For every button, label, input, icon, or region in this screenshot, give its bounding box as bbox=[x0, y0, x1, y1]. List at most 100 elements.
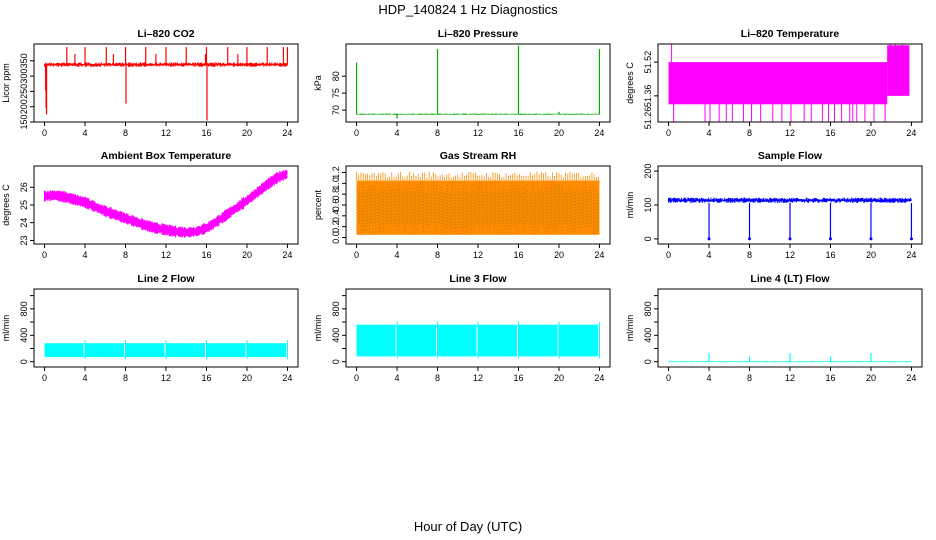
x-tick-label: 0 bbox=[42, 250, 47, 260]
y-tick-label: 0 bbox=[643, 359, 653, 364]
plot-area bbox=[44, 47, 289, 121]
plot-area bbox=[356, 171, 600, 235]
x-tick-label: 16 bbox=[201, 373, 211, 383]
x-tick-label: 24 bbox=[906, 128, 916, 138]
y-tick-label: 0 bbox=[19, 359, 29, 364]
x-tick-label: 16 bbox=[513, 128, 523, 138]
x-tick-label: 16 bbox=[201, 128, 211, 138]
x-tick-label: 0 bbox=[354, 250, 359, 260]
y-tick-label: 24 bbox=[19, 218, 29, 228]
panel-title: Line 2 Flow bbox=[137, 273, 195, 285]
x-tick-label: 0 bbox=[354, 373, 359, 383]
y-tick-label: 1.2 bbox=[331, 166, 341, 179]
x-tick-label: 8 bbox=[747, 128, 752, 138]
x-tick-label: 20 bbox=[866, 373, 876, 383]
x-tick-label: 12 bbox=[473, 128, 483, 138]
x-tick-label: 4 bbox=[395, 373, 400, 383]
y-axis-label: ml/min bbox=[313, 315, 323, 342]
x-tick-label: 8 bbox=[123, 250, 128, 260]
x-tick-label: 20 bbox=[866, 250, 876, 260]
plot-area bbox=[44, 340, 288, 360]
x-tick-label: 4 bbox=[395, 250, 400, 260]
panel-title: Line 3 Flow bbox=[449, 273, 507, 285]
plot-area bbox=[668, 197, 913, 241]
y-tick-label: 0.2 bbox=[331, 220, 341, 233]
x-tick-label: 16 bbox=[825, 373, 835, 383]
x-tick-label: 16 bbox=[513, 373, 523, 383]
y-tick-label: 70 bbox=[331, 105, 341, 115]
y-axis-label: percent bbox=[313, 189, 323, 220]
y-tick-label: 1.0 bbox=[331, 177, 341, 190]
y-axis-label: ml/min bbox=[625, 192, 635, 219]
x-tick-label: 8 bbox=[747, 250, 752, 260]
panel-6: Sample Flow ml/min 0 4 8 12 16 20 24 0 100 200 bbox=[625, 150, 923, 260]
y-tick-label: 0.4 bbox=[331, 210, 341, 223]
y-tick-label: 0.6 bbox=[331, 199, 341, 212]
x-tick-label: 4 bbox=[707, 250, 712, 260]
panel-title: Li–820 Temperature bbox=[741, 28, 840, 40]
x-tick-label: 0 bbox=[666, 373, 671, 383]
y-tick-label: 0.8 bbox=[331, 188, 341, 201]
plot-frame bbox=[345, 43, 611, 123]
dip-point bbox=[869, 237, 873, 241]
figure-xlabel: Hour of Day (UTC) bbox=[414, 519, 522, 534]
x-tick-label: 8 bbox=[747, 373, 752, 383]
series-band bbox=[668, 62, 888, 105]
x-tick-label: 8 bbox=[123, 128, 128, 138]
x-tick-label: 4 bbox=[395, 128, 400, 138]
x-tick-label: 20 bbox=[866, 128, 876, 138]
y-tick-label: 23 bbox=[19, 235, 29, 245]
dip-point bbox=[707, 237, 711, 241]
x-tick-label: 16 bbox=[825, 250, 835, 260]
x-tick-label: 20 bbox=[554, 128, 564, 138]
x-tick-label: 24 bbox=[906, 250, 916, 260]
y-tick-label: 0 bbox=[643, 236, 653, 241]
plot-area bbox=[44, 169, 288, 238]
y-tick-label: 51.26 bbox=[643, 107, 653, 130]
series-band bbox=[887, 45, 910, 96]
y-tick-label: 51.36 bbox=[643, 85, 653, 108]
panel-title: Li–820 CO2 bbox=[137, 28, 194, 40]
x-tick-label: 16 bbox=[201, 250, 211, 260]
x-tick-label: 24 bbox=[282, 250, 292, 260]
y-tick-label: 150 bbox=[19, 114, 29, 129]
panel-2: Li–820 Pressure kPa 0 4 8 12 16 20 24 70 75 80 bbox=[313, 28, 611, 138]
y-tick-label: 75 bbox=[331, 88, 341, 98]
dip-point bbox=[828, 237, 832, 241]
y-tick-label: 400 bbox=[331, 328, 341, 343]
y-tick-label: 800 bbox=[643, 301, 653, 316]
y-tick-label: 80 bbox=[331, 71, 341, 81]
panel-8: Line 3 Flow ml/min 0 4 8 12 16 20 24 0 400 800 bbox=[313, 273, 611, 383]
x-tick-label: 4 bbox=[707, 373, 712, 383]
x-tick-label: 12 bbox=[473, 373, 483, 383]
y-axis-label: ml/min bbox=[625, 315, 635, 342]
panel-5: Gas Stream RH percent 0 4 8 12 16 20 24 0.00.20.4… bbox=[313, 150, 611, 260]
x-tick-label: 12 bbox=[785, 250, 795, 260]
figure-title: HDP_140824 1 Hz Diagnostics bbox=[378, 2, 558, 17]
series-band bbox=[44, 169, 288, 238]
x-tick-label: 12 bbox=[161, 373, 171, 383]
plot-area bbox=[668, 353, 912, 363]
x-tick-label: 24 bbox=[594, 250, 604, 260]
x-tick-label: 20 bbox=[242, 128, 252, 138]
y-tick-label: 0.0 bbox=[331, 231, 341, 244]
x-tick-label: 12 bbox=[785, 128, 795, 138]
x-tick-label: 16 bbox=[825, 128, 835, 138]
plot-area bbox=[356, 321, 600, 359]
y-tick-label: 200 bbox=[643, 164, 653, 179]
panel-title: Line 4 (LT) Flow bbox=[750, 273, 830, 285]
x-tick-label: 0 bbox=[354, 128, 359, 138]
y-tick-label: 300 bbox=[19, 69, 29, 84]
x-tick-label: 20 bbox=[242, 373, 252, 383]
x-tick-label: 0 bbox=[42, 373, 47, 383]
x-tick-label: 24 bbox=[282, 373, 292, 383]
x-tick-label: 4 bbox=[83, 250, 88, 260]
x-tick-label: 24 bbox=[594, 373, 604, 383]
x-tick-label: 4 bbox=[83, 128, 88, 138]
dip-point bbox=[788, 237, 792, 241]
y-axis-label: ml/min bbox=[1, 315, 11, 342]
x-tick-label: 20 bbox=[242, 250, 252, 260]
y-axis-label: degrees C bbox=[1, 184, 11, 226]
